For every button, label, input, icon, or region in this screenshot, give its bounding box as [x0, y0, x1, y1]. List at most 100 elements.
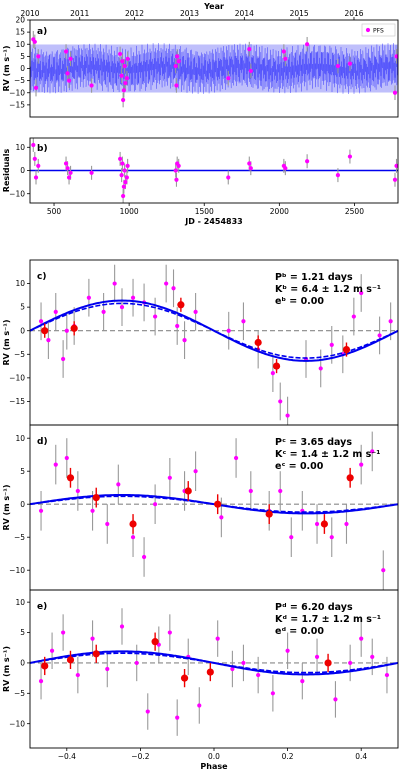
- data-point: [124, 175, 129, 180]
- data-point: [176, 163, 181, 168]
- data-point: [219, 515, 224, 520]
- data-point: [118, 51, 123, 57]
- data-point: [347, 154, 353, 159]
- model-curve: [30, 650, 398, 676]
- binned-point: [324, 659, 332, 667]
- year-tick-label: 2015: [290, 9, 309, 18]
- plot-area-c: [30, 264, 398, 425]
- data-point: [173, 168, 178, 173]
- legend-label: PFS: [373, 28, 384, 35]
- binned-point: [346, 474, 354, 482]
- binned-point: [180, 674, 189, 682]
- data-point: [247, 47, 252, 52]
- year-tick-label: 2013: [180, 9, 199, 18]
- data-point: [289, 535, 294, 540]
- data-point: [305, 42, 310, 47]
- data-point: [335, 63, 341, 69]
- data-point: [173, 63, 178, 69]
- data-point: [329, 342, 334, 347]
- data-point: [46, 338, 51, 343]
- data-point: [90, 636, 95, 641]
- data-point: [153, 502, 158, 507]
- ytick-label: 10: [15, 279, 25, 288]
- data-point: [164, 281, 169, 286]
- model-curve: [30, 494, 398, 515]
- binned-point: [214, 500, 222, 508]
- binned-point: [92, 494, 100, 502]
- binned-point: [265, 510, 273, 518]
- data-point: [278, 488, 283, 494]
- ytick-label: 5: [20, 628, 25, 637]
- y-axis-label: Residuals: [2, 149, 11, 193]
- binned-point: [66, 656, 75, 664]
- data-point: [61, 356, 66, 362]
- data-point: [176, 59, 181, 64]
- data-point: [314, 654, 320, 659]
- ytick-label: −5: [14, 76, 25, 85]
- data-point: [130, 295, 136, 300]
- data-point: [120, 59, 125, 64]
- data-point: [86, 295, 91, 300]
- data-point: [121, 184, 126, 189]
- data-point: [388, 319, 393, 324]
- data-point: [105, 521, 110, 527]
- year-tick-label: 2016: [344, 9, 363, 18]
- data-point: [193, 309, 198, 314]
- binned-point: [41, 662, 49, 670]
- data-point: [283, 166, 288, 171]
- eccentricity-label: eᵈ = 0.00: [275, 626, 324, 637]
- binned-point: [184, 487, 192, 495]
- data-point: [116, 482, 121, 487]
- data-point: [167, 630, 172, 635]
- data-point: [153, 314, 158, 319]
- binned-point: [92, 650, 100, 658]
- legend-marker: [365, 27, 371, 33]
- data-point: [122, 63, 127, 69]
- year-tick-label: 2012: [125, 9, 144, 18]
- ytick-label: −10: [9, 373, 25, 382]
- data-point: [89, 83, 94, 88]
- data-point: [329, 535, 334, 540]
- data-point: [68, 56, 73, 61]
- data-point: [305, 159, 310, 164]
- data-point: [32, 39, 37, 44]
- amplitude-label: Kᶜ = 1.4 ± 1.2 m s⁻¹: [275, 449, 380, 460]
- x-axis-label: Phase: [200, 762, 228, 771]
- year-tick-label: 2010: [20, 9, 39, 18]
- axes-frame: [29, 137, 399, 204]
- data-point: [226, 76, 231, 81]
- plot-area-b: [30, 138, 398, 203]
- xtick-label: 2500: [345, 207, 364, 216]
- data-point: [344, 521, 349, 527]
- data-point: [112, 281, 117, 286]
- ytick-label: −5: [14, 689, 25, 698]
- binned-point: [206, 668, 214, 676]
- data-point: [193, 469, 198, 474]
- ytick-label: 5: [20, 303, 25, 312]
- data-point: [347, 61, 353, 66]
- plot-area-d: [30, 431, 398, 590]
- model-band: [30, 44, 398, 93]
- data-point: [381, 568, 386, 573]
- period-label: Pᵈ = 6.20 days: [275, 602, 353, 613]
- data-point: [36, 54, 41, 59]
- data-point: [314, 521, 320, 527]
- data-point: [125, 56, 130, 61]
- binned-point: [177, 301, 185, 309]
- data-point: [121, 88, 126, 93]
- data-point: [125, 163, 130, 168]
- period-label: Pᵇ = 1.21 days: [275, 272, 353, 283]
- data-point: [38, 679, 44, 684]
- xtick-label: 1500: [195, 207, 214, 216]
- ytick-label: 20: [15, 16, 25, 25]
- data-point: [65, 71, 70, 76]
- data-point: [335, 173, 341, 178]
- binned-point: [66, 474, 75, 482]
- data-point: [61, 630, 66, 635]
- data-point: [68, 170, 73, 175]
- data-point: [233, 455, 239, 461]
- data-point: [53, 309, 58, 314]
- data-point: [49, 648, 55, 653]
- binned-point: [151, 638, 159, 646]
